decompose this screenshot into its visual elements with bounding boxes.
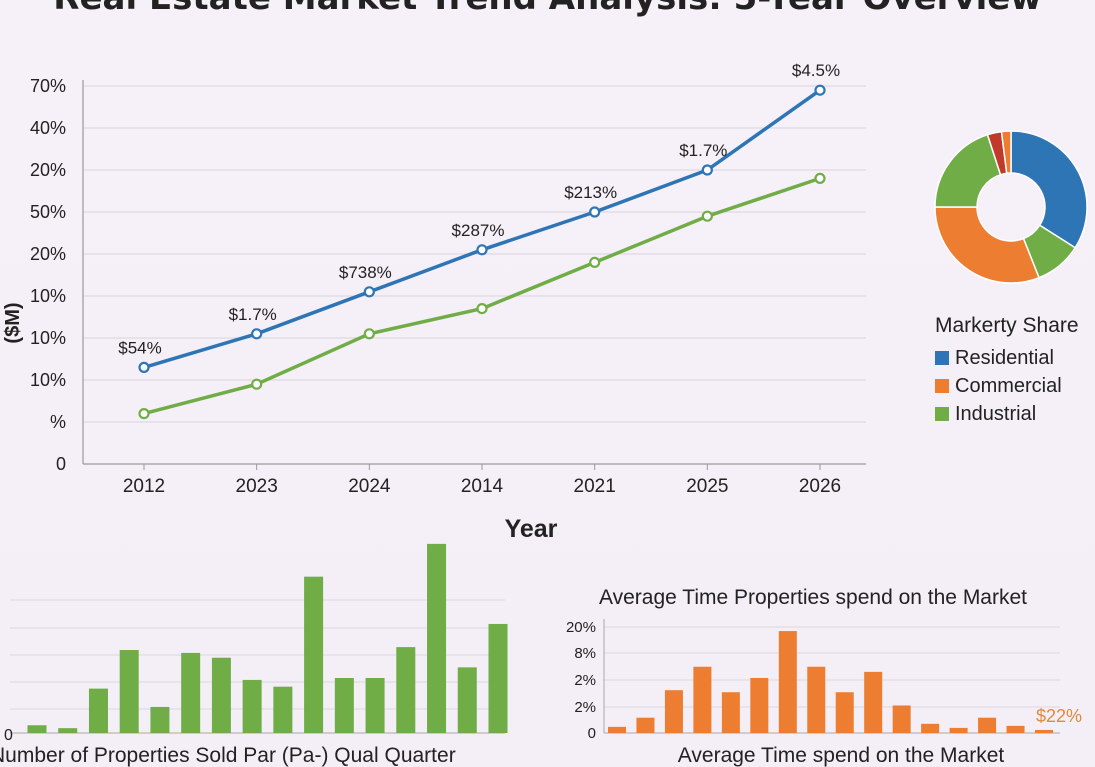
line-point — [363, 328, 375, 340]
green-bar — [150, 706, 170, 733]
line-y-tick-label: 10% — [30, 370, 66, 390]
donut-slice — [934, 133, 1002, 208]
legend-item-commercial: Commercial — [935, 372, 1079, 400]
orange-bar — [978, 717, 997, 733]
legend-swatch-commercial — [935, 379, 949, 393]
orange-bar-y-tick-label: 0 — [588, 725, 596, 742]
orange-bar-y-tick-label: 20% — [566, 619, 596, 636]
legend-swatch-residential — [935, 351, 949, 365]
orange-bar-title: Average Time Properties spend on the Mar… — [599, 586, 1027, 609]
line-point — [138, 408, 150, 420]
line-data-label: $213% — [564, 183, 617, 202]
orange-bar — [864, 671, 883, 733]
green-bar — [365, 677, 385, 733]
line-x-tick-label: 2025 — [686, 476, 728, 497]
line-data-label: $4.5% — [792, 61, 840, 80]
orange-bar — [1006, 725, 1025, 733]
line-data-label: $287% — [452, 221, 505, 240]
legend-label-industrial: Industrial — [955, 402, 1037, 425]
legend-label-residential: Residential — [955, 346, 1054, 369]
orange-bar — [921, 723, 940, 733]
green-bar — [304, 576, 324, 733]
line-point — [251, 378, 263, 390]
green-bar-y-tick-label: 0 — [4, 727, 13, 744]
green-bar — [181, 652, 201, 733]
line-point — [476, 244, 488, 256]
line-y-tick-label: 70% — [30, 76, 66, 96]
green-bar — [242, 679, 262, 733]
orange-bar — [1035, 729, 1053, 733]
line-data-label: $54% — [118, 338, 161, 357]
orange-bar-x-axis-title: Average Time spend on the Market — [678, 744, 1005, 767]
line-point — [814, 172, 826, 184]
line-x-axis-title: Year — [505, 515, 558, 543]
orange-bar-y-tick-label: 8% — [574, 645, 596, 662]
donut-slice — [1010, 130, 1088, 249]
orange-bar — [892, 705, 911, 733]
line-x-tick-label: 2012 — [123, 476, 165, 497]
line-point — [363, 286, 375, 298]
line-point — [589, 256, 601, 268]
orange-bar — [949, 727, 968, 733]
line-y-tick-label: 0 — [56, 454, 66, 474]
green-bar — [27, 725, 47, 733]
green-bar — [396, 647, 416, 733]
line-data-label: $1.7% — [229, 305, 277, 324]
green-bar — [88, 688, 108, 733]
orange-bar-annotation: $22% — [1036, 706, 1082, 726]
line-x-tick-label: 2014 — [461, 476, 504, 497]
legend-item-residential: Residential — [935, 344, 1079, 372]
green-bar — [119, 650, 139, 733]
line-x-tick-label: 2023 — [236, 476, 278, 497]
green-bar-title: Number of Properties Sold Par (Pa-) Qual… — [0, 744, 456, 767]
line-y-tick-label: 20% — [30, 244, 66, 264]
line-point — [701, 164, 713, 176]
line-y-tick-label: 50% — [30, 202, 66, 222]
main-title: Real Estate Market Trend Analysis: 5-Yea… — [0, 0, 1095, 18]
orange-bar — [807, 666, 826, 733]
green-bar — [334, 677, 354, 733]
line-point — [138, 361, 150, 373]
orange-bar — [693, 666, 712, 733]
line-y-tick-label: 20% — [30, 160, 66, 180]
line-point — [589, 206, 601, 218]
line-data-label: $1.7% — [679, 141, 727, 160]
orange-bar-y-tick-label: 2% — [574, 699, 596, 716]
orange-bar — [664, 690, 683, 733]
line-x-tick-label: 2021 — [574, 476, 616, 497]
green-bar — [427, 543, 447, 733]
line-x-tick-label: 2026 — [799, 476, 841, 497]
donut-slice — [1000, 130, 1012, 175]
line-point — [701, 210, 713, 222]
line-point — [814, 84, 826, 96]
green-bar — [58, 728, 78, 733]
line-point — [251, 328, 263, 340]
line-y-tick-label: 40% — [30, 118, 66, 138]
line-data-label: $738% — [339, 263, 392, 282]
orange-bar — [750, 677, 769, 733]
donut-slice — [934, 206, 1040, 284]
line-y-tick-label: 10% — [30, 328, 66, 348]
line-y-tick-label: % — [50, 412, 66, 432]
legend-item-industrial: Industrial — [935, 400, 1079, 428]
green-bar — [211, 657, 231, 733]
line-y-tick-label: 10% — [30, 286, 66, 306]
orange-bar-y-tick-label: 2% — [574, 672, 596, 689]
green-bar — [273, 686, 293, 733]
line-point — [476, 303, 488, 315]
orange-bar — [721, 692, 740, 733]
green-bar — [488, 623, 508, 733]
orange-bar — [778, 631, 797, 733]
orange-bar — [636, 717, 655, 733]
line-x-tick-label: 2024 — [348, 476, 391, 497]
green-bar — [457, 667, 477, 733]
orange-bar — [608, 726, 626, 733]
legend-swatch-industrial — [935, 407, 949, 421]
legend-label-commercial: Commercial — [955, 374, 1062, 397]
donut-legend-title: Markerty Share — [935, 314, 1079, 337]
donut-legend: Markerty Share Residential Commercial In… — [935, 314, 1079, 428]
orange-bar — [835, 692, 854, 733]
